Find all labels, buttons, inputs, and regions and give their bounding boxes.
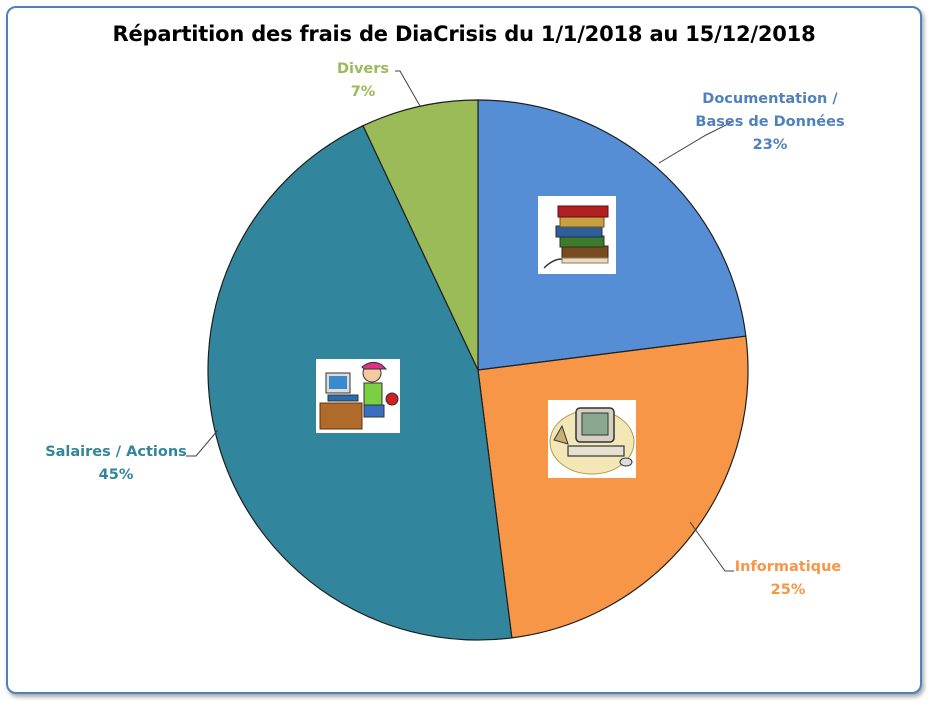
slice-label-salaires: Salaires / Actions 45% [45, 444, 187, 483]
leader-line-salaires [186, 429, 219, 457]
leader-line-informatique [689, 521, 734, 572]
worker-at-desk-icon [316, 359, 400, 433]
pie-slice-divers [362, 99, 479, 371]
computer-icon [548, 400, 636, 478]
leader-line-divers [395, 70, 421, 107]
slice-label-documentation: Documentation / Bases de Données 23% [695, 91, 844, 153]
leader-line-documentation [658, 121, 733, 164]
books-icon [538, 196, 616, 274]
pie-slice-informatique [477, 335, 749, 639]
slice-label-divers: Divers 7% [337, 61, 389, 100]
slice-label-informatique: Informatique 25% [735, 559, 842, 598]
chart-title: Répartition des frais de DiaCrisis du 1/… [112, 22, 816, 46]
